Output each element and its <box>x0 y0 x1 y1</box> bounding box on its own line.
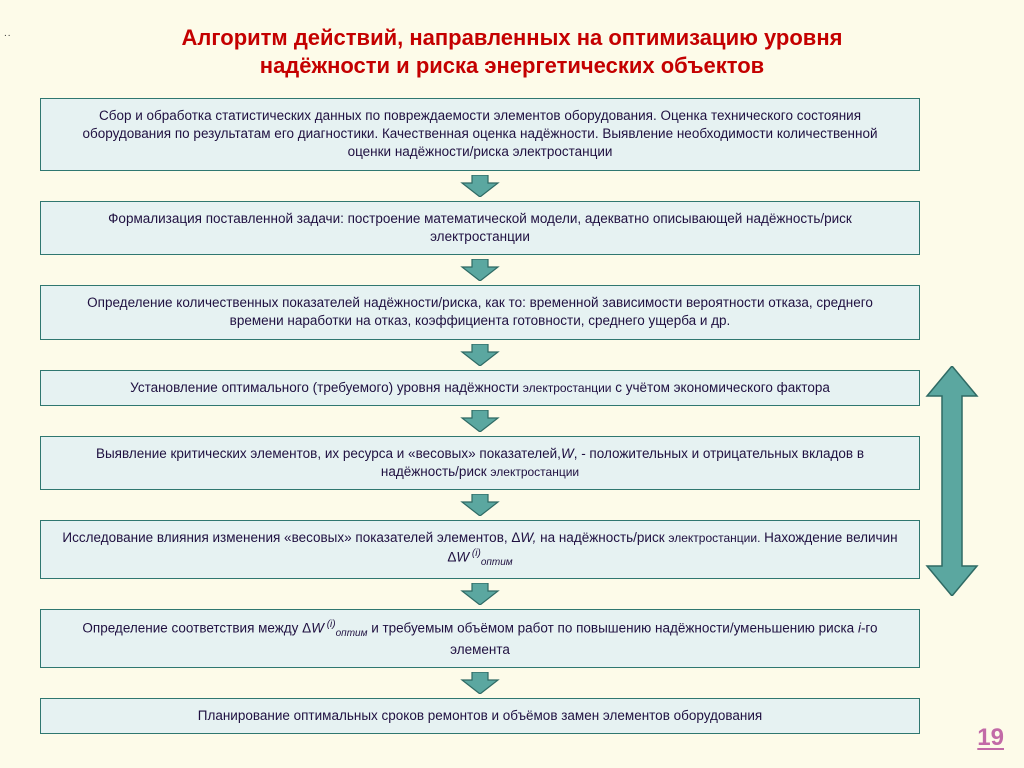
step-1: Сбор и обработка статистических данных п… <box>40 98 920 171</box>
step-4-b: электростанции <box>523 381 612 395</box>
step-6-sup: (i) <box>469 548 481 559</box>
step-4-a: Установление оптимального (требуемого) у… <box>130 380 523 395</box>
step-5: Выявление критических элементов, их ресу… <box>40 436 920 490</box>
step-2: Формализация поставленной задачи: постро… <box>40 201 920 255</box>
feedback-double-arrow-icon <box>922 366 982 596</box>
step-6-a: Исследование влияния изменения «весовых»… <box>62 530 520 545</box>
step-6-sub: оптим <box>481 558 513 569</box>
step-5-c: электростанции <box>490 465 579 479</box>
arrow-down-icon <box>40 259 920 281</box>
arrow-down-icon <box>40 583 920 605</box>
arrow-down-icon <box>40 494 920 516</box>
step-7: Определение соответствия между ΔW (i)опт… <box>40 609 920 668</box>
step-6: Исследование влияния изменения «весовых»… <box>40 520 920 579</box>
flowchart: Сбор и обработка статистических данных п… <box>40 98 920 734</box>
step-3: Определение количественных показателей н… <box>40 285 920 339</box>
step-7-sub: оптим <box>336 628 368 639</box>
arrow-down-icon <box>40 410 920 432</box>
step-7-b: и требуемым объёмом работ по повышению н… <box>367 621 858 636</box>
page-number: 19 <box>977 724 1004 752</box>
slide: .. Алгоритм действий, направленных на оп… <box>0 0 1024 768</box>
step-6-w2: W <box>456 550 469 565</box>
arrow-down-icon <box>40 672 920 694</box>
title-line-1: Алгоритм действий, направленных на оптим… <box>182 25 843 50</box>
step-4: Установление оптимального (требуемого) у… <box>40 370 920 406</box>
step-8: Планирование оптимальных сроков ремонтов… <box>40 698 920 734</box>
step-5-w: W <box>561 446 574 461</box>
step-6-c: электростанции. <box>668 531 760 545</box>
corner-dots: .. <box>4 28 12 39</box>
arrow-down-icon <box>40 344 920 366</box>
step-4-c: с учётом экономического фактора <box>612 380 830 395</box>
step-6-b: на надёжность/риск <box>536 530 668 545</box>
arrow-down-icon <box>40 175 920 197</box>
step-7-a: Определение соответствия между Δ <box>82 621 311 636</box>
step-6-w: W, <box>520 530 536 545</box>
title-line-2: надёжности и риска энергетических объект… <box>260 53 764 78</box>
slide-title: Алгоритм действий, направленных на оптим… <box>60 24 964 79</box>
step-7-w: W <box>311 621 324 636</box>
step-7-sup: (i) <box>324 619 336 630</box>
step-5-a: Выявление критических элементов, их ресу… <box>96 446 561 461</box>
